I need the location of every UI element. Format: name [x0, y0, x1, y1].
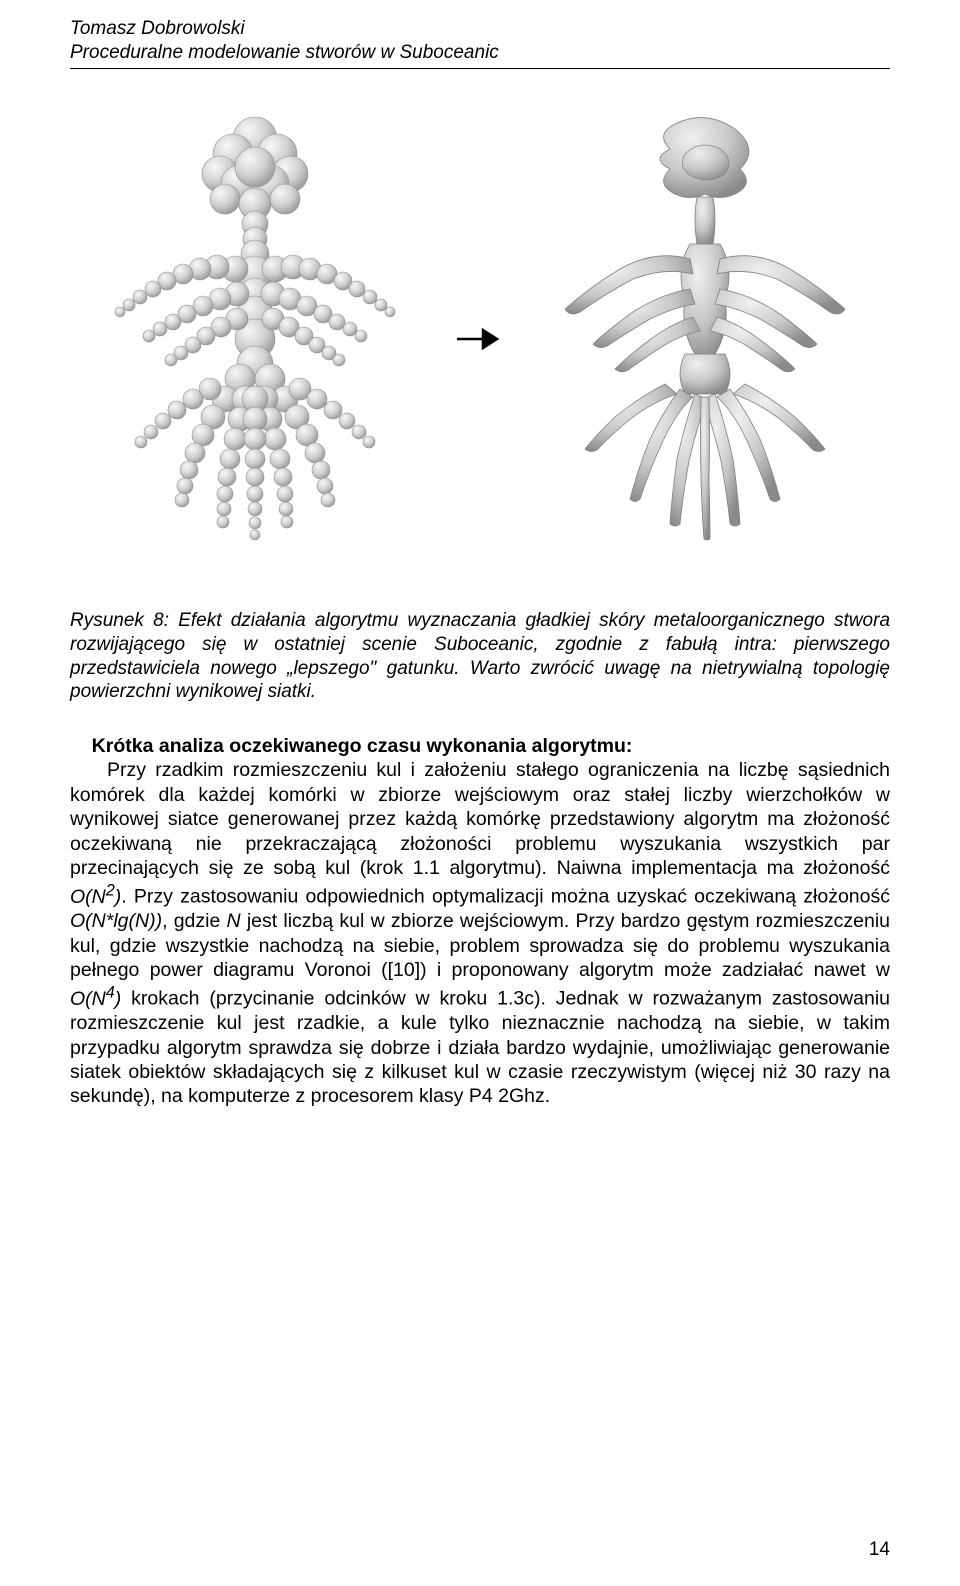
body-paragraph: Krótka analiza oczekiwanego czasu wykona…	[70, 734, 890, 1109]
header-author: Tomasz Dobrowolski	[70, 18, 890, 40]
body-text-1b: . Przy zastosowaniu odpowiednich optymal…	[121, 886, 890, 908]
complexity3-base: O(N	[70, 988, 106, 1010]
figure-caption: Rysunek 8: Efekt działania algorytmu wyz…	[70, 609, 890, 704]
figure-left-creature	[75, 99, 435, 579]
body-text-1c: , gdzie	[162, 910, 226, 932]
body-lead-bold: Krótka analiza oczekiwanego czasu wykona…	[92, 735, 633, 757]
complexity-o-nlgn: O(N*lg(N))	[70, 910, 162, 932]
page-number: 14	[869, 1539, 890, 1561]
figure-caption-prefix: Rysunek 8:	[70, 610, 169, 631]
header-subtitle: Proceduralne modelowanie stworów w Suboc…	[70, 42, 890, 64]
body-text-1e: krokach (przycinanie odcinków w kroku 1.…	[70, 988, 890, 1108]
figure-arrow-icon	[455, 324, 505, 354]
figure-container	[70, 99, 890, 579]
complexity-o-n4: O(N4)	[70, 988, 121, 1010]
header-divider	[70, 68, 890, 69]
complexity1-exp: 2	[106, 881, 115, 899]
complexity1-base: O(N	[70, 886, 106, 908]
complexity-o-n2: O(N2)	[70, 886, 121, 908]
figure-caption-text: Efekt działania algorytmu wyznaczania gł…	[70, 610, 890, 702]
figure-right-creature	[525, 99, 885, 579]
variable-n: N	[227, 910, 241, 932]
body-text-1a: Przy rzadkim rozmieszczeniu kul i założe…	[70, 759, 890, 879]
complexity3-exp: 4	[106, 983, 115, 1001]
